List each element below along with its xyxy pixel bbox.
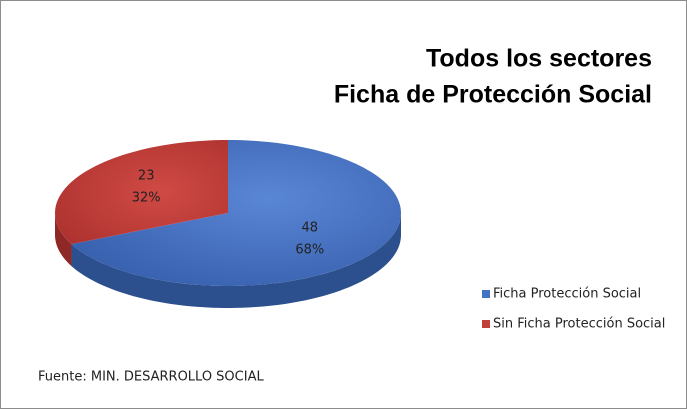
data-label-percent: 68% — [295, 242, 324, 257]
legend-swatch — [482, 320, 490, 328]
data-label-count: 48 — [302, 220, 319, 235]
slice — [55, 140, 229, 245]
data-label-percent: 32% — [132, 191, 161, 206]
slice-side — [71, 213, 402, 308]
chart-title: Todos los sectores — [426, 45, 652, 73]
data-label-count: 23 — [138, 169, 155, 184]
legend-swatch — [482, 290, 490, 298]
source-note: Fuente: MIN. DESARROLLO SOCIAL — [38, 370, 264, 385]
legend-label: Sin Ficha Protección Social — [493, 317, 665, 332]
slice — [71, 140, 401, 286]
legend-label: Ficha Protección Social — [493, 287, 641, 302]
chart-title: Ficha de Protección Social — [334, 81, 652, 109]
slice-side — [55, 213, 72, 267]
